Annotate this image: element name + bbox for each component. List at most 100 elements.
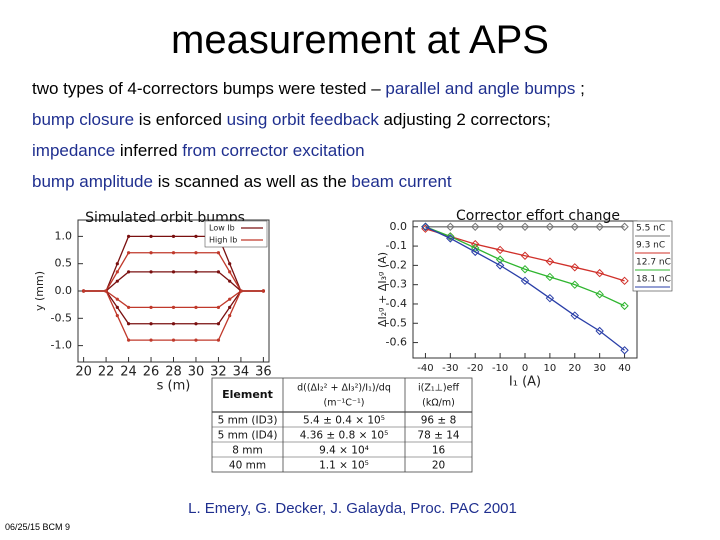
data-marker (82, 289, 86, 293)
plot-frame (412, 220, 638, 359)
bullet-text: bump closure (32, 110, 135, 129)
x-tick-label: 20 (75, 365, 92, 380)
data-marker (570, 263, 579, 272)
table-frame (211, 377, 473, 473)
table-cell: 5 mm (ID3) (218, 415, 278, 427)
data-marker (520, 276, 530, 286)
data-marker (126, 305, 131, 309)
bullet-text: two types of 4-correctors bumps were tes… (32, 79, 386, 98)
table-cell: 5 mm (ID4) (218, 430, 278, 442)
data-marker (545, 293, 555, 303)
data-marker (216, 305, 221, 309)
data-marker (228, 305, 232, 309)
y-tick-label: -0.5 (386, 316, 407, 329)
data-marker (495, 261, 505, 270)
x-tick-label: 0 (522, 363, 528, 374)
data-marker (149, 270, 153, 274)
x-tick-label: -30 (442, 363, 458, 374)
data-marker (115, 297, 119, 301)
data-marker (171, 322, 176, 326)
slide-title: measurement at APS (171, 18, 549, 62)
y-tick-label: -1.0 (51, 339, 72, 352)
data-marker (595, 326, 604, 336)
bullet-text: inferred (115, 141, 183, 160)
data-marker (620, 346, 629, 355)
data-marker (171, 338, 176, 342)
x-tick-label: -40 (417, 363, 433, 374)
data-marker (171, 251, 176, 255)
table-cell: 9.4 × 10⁴ (319, 445, 369, 457)
data-marker (520, 222, 530, 231)
y-tick-label: 0.5 (55, 257, 73, 270)
bullet-text: bump amplitude (32, 172, 153, 191)
x-axis-label: I₁ (A) (509, 375, 541, 390)
x-tick-label: 20 (568, 363, 581, 374)
data-marker (216, 322, 221, 326)
x-tick-label: 36 (255, 365, 272, 380)
data-marker (149, 251, 153, 255)
table-cell: 96 ± 8 (421, 415, 457, 427)
y-tick-label: -0.6 (386, 336, 407, 349)
data-marker (446, 232, 455, 241)
data-marker (620, 301, 629, 311)
data-marker (595, 222, 604, 231)
data-marker (446, 234, 455, 243)
data-marker (520, 265, 530, 274)
data-marker (595, 268, 604, 278)
y-tick-label: -0.5 (51, 311, 72, 324)
bullet: impedance inferred from corrector excita… (32, 140, 712, 161)
y-axis-label: ΔI₂ᵍ + ΔI₃ᵍ (A) (376, 252, 389, 327)
y-tick-label: 0.0 (55, 284, 73, 297)
table-cell: 1.1 × 10⁵ (319, 460, 369, 472)
x-tick-label: -10 (492, 363, 508, 374)
x-tick-label: 22 (98, 365, 115, 380)
x-tick-label: 24 (120, 365, 137, 380)
data-marker (149, 338, 153, 342)
legend-label: 9.3 nC (636, 241, 665, 251)
footer: 06/25/15 BCM 9 (5, 522, 71, 532)
table-cell: 4.36 ± 0.8 × 10⁵ (300, 430, 389, 442)
data-marker (620, 276, 629, 286)
series-line (425, 226, 625, 351)
data-marker (171, 234, 176, 238)
series-line (425, 228, 625, 282)
data-marker (545, 257, 555, 266)
data-marker (471, 247, 480, 257)
data-marker (261, 289, 265, 293)
table-cell: 20 (432, 460, 445, 472)
data-marker (194, 322, 198, 326)
x-axis-label: s (m) (157, 379, 191, 394)
data-marker (228, 297, 232, 301)
table-cell: 8 mm (232, 445, 262, 457)
legend-label: 18.1 nC (636, 275, 671, 285)
data-marker (149, 305, 153, 309)
data-marker (115, 262, 119, 266)
citation: L. Emery, G. Decker, J. Galayda, Proc. P… (188, 500, 517, 517)
x-tick-label: -20 (467, 363, 483, 374)
y-tick-label: -0.3 (386, 278, 407, 291)
figures: Simulated orbit bumps1.00.50.0-0.5-1.020… (33, 208, 673, 473)
bullet-text: using orbit feedback (226, 110, 379, 129)
legend-label: 5.5 nC (636, 224, 665, 234)
data-marker (216, 251, 221, 255)
bullet-list: two types of 4-correctors bumps were tes… (32, 78, 712, 202)
data-marker (171, 270, 176, 274)
series-line (425, 226, 625, 307)
y-tick-label: -0.4 (386, 297, 407, 310)
table-cell: 16 (432, 445, 446, 457)
data-marker (570, 280, 579, 289)
data-marker (239, 289, 243, 293)
y-tick-label: -0.1 (386, 239, 407, 252)
data-marker (115, 305, 119, 309)
data-marker (149, 234, 153, 238)
bullet-text: parallel and angle bumps (385, 79, 576, 98)
legend-label: High Ib (209, 236, 237, 245)
data-marker (446, 222, 455, 231)
x-tick-label: 32 (210, 365, 227, 380)
data-marker (126, 270, 131, 274)
data-marker (545, 222, 555, 231)
bullet-text: beam current (351, 172, 452, 191)
data-marker (495, 255, 505, 264)
data-marker (228, 262, 232, 266)
